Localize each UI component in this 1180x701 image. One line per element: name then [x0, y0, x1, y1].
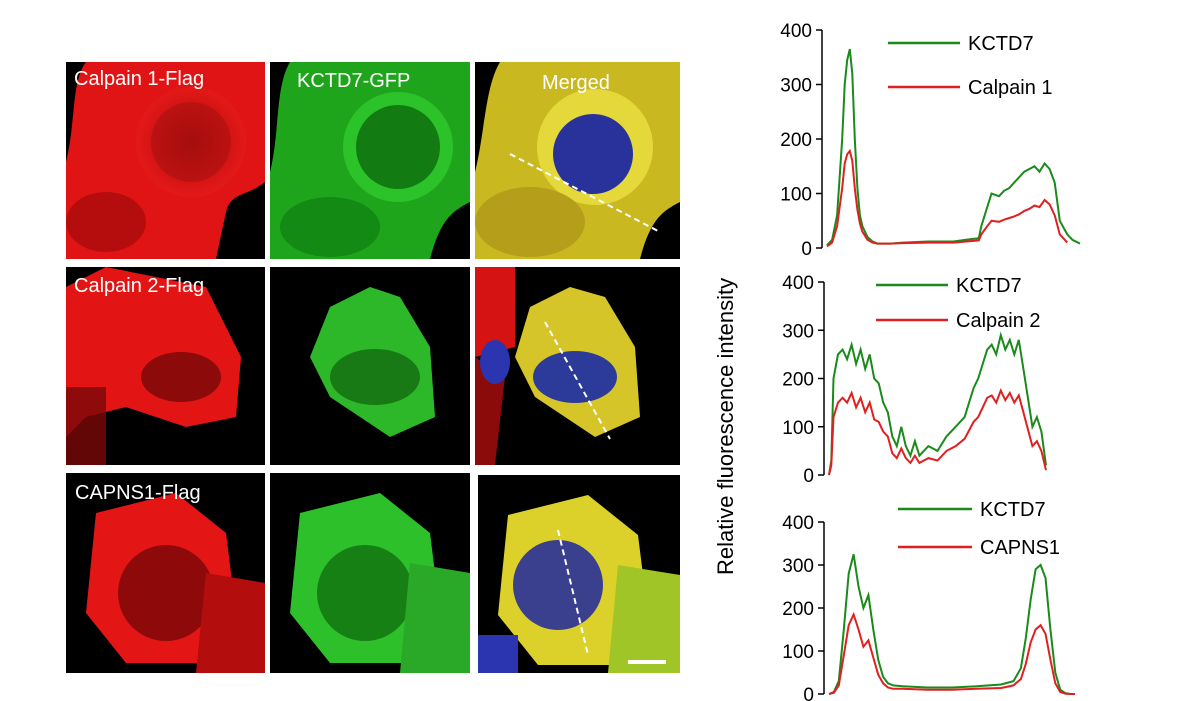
label-capns1-flag: CAPNS1-Flag: [75, 482, 201, 504]
legend-label: KCTD7: [968, 33, 1034, 55]
label-kctd7-gfp: KCTD7-GFP: [297, 70, 411, 92]
series-line-kctd7: [826, 48, 1081, 246]
series-line-partner: [826, 148, 1069, 248]
micrograph-capns1-red: CAPNS1-Flag: [66, 473, 265, 673]
series-line-kctd7: [828, 554, 1075, 695]
cell-image: [270, 62, 470, 259]
y-tick-label: 300: [780, 76, 812, 97]
cell-image: [66, 62, 265, 259]
y-tick-label: 0: [803, 466, 814, 487]
label-calpain2-flag: Calpain 2-Flag: [74, 275, 205, 297]
y-tick-label: 100: [782, 418, 814, 439]
series-line-kctd7: [828, 331, 1047, 476]
micrograph-calpain2-red: Calpain 2-Flag: [66, 267, 265, 465]
y-tick-label: 300: [782, 556, 814, 577]
legend-label: KCTD7: [956, 275, 1022, 297]
micrograph-kctd7-green-2: [270, 267, 470, 465]
legend-label: Calpain 1: [968, 77, 1053, 99]
cell-image: [475, 267, 640, 465]
y-tick-label: 200: [782, 370, 814, 391]
cell-image: [475, 62, 680, 259]
cell-image: [66, 267, 241, 465]
y-tick-label: 400: [780, 21, 812, 42]
y-tick-label: 200: [782, 599, 814, 620]
micrograph-merged-3: [478, 475, 680, 673]
legend-label: KCTD7: [980, 499, 1046, 521]
micrograph-kctd7-green-3: [270, 473, 470, 673]
y-tick-label: 0: [803, 685, 814, 701]
series-line-partner: [828, 611, 1075, 695]
legend-label: Calpain 2: [956, 310, 1041, 332]
scale-bar: [628, 660, 666, 664]
y-tick-label: 300: [782, 321, 814, 342]
label-merged: Merged: [542, 72, 610, 94]
y-tick-label: 100: [782, 642, 814, 663]
cell-image: [290, 493, 470, 673]
cell-image: [86, 493, 265, 673]
y-tick-label: 0: [801, 239, 812, 260]
y-tick-label: 400: [782, 273, 814, 294]
cell-image: [478, 495, 680, 673]
y-tick-label: 200: [780, 130, 812, 151]
y-axis-label: Relative fluorescence intensity: [713, 278, 738, 575]
plot-calpain2: 400 300 200 100 0 KCTD7 Calpain 2: [782, 273, 1047, 487]
micrograph-merged-2: [475, 267, 680, 465]
cell-image: [310, 287, 435, 437]
micrograph-merged-1: Merged: [475, 62, 680, 259]
y-tick-label: 400: [782, 513, 814, 534]
plot-calpain1: 400 300 200 100 0 KCTD7 Calpain 1: [780, 21, 1081, 260]
label-calpain1-flag: Calpain 1-Flag: [74, 68, 205, 90]
plot-capns1: 400 300 200 100 0 KCTD7 CAPNS1: [782, 499, 1075, 701]
legend-label: CAPNS1: [980, 537, 1060, 559]
micrograph-kctd7-green: KCTD7-GFP: [270, 62, 470, 259]
series-line-partner: [828, 388, 1047, 476]
micrograph-calpain1-red: Calpain 1-Flag: [66, 62, 265, 259]
y-tick-label: 100: [780, 185, 812, 206]
